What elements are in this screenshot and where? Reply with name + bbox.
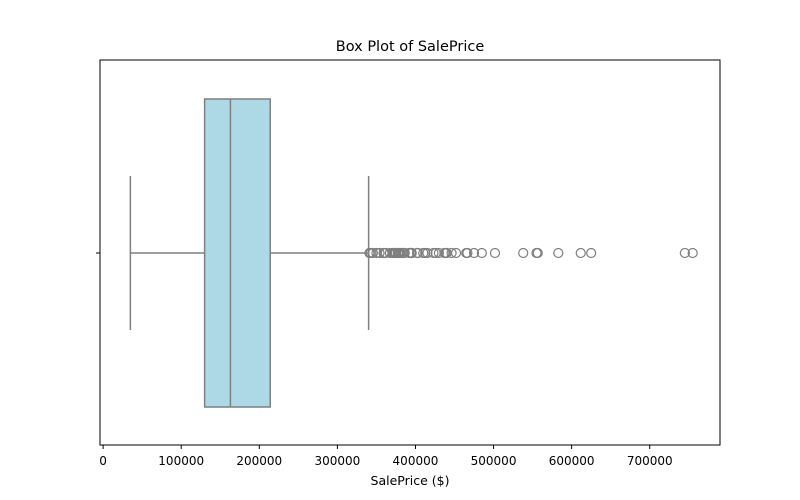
iqr-box [203,98,271,408]
outlier-point [553,247,564,259]
outlier-point [422,247,433,259]
outlier-point [462,247,473,259]
outlier-point [367,247,378,259]
x-axis-label: SalePrice ($) [371,473,450,488]
plot-area [96,59,721,446]
x-tick-label: 0 [99,454,107,468]
outlier-point [586,247,597,259]
x-tick-label: 500000 [471,454,517,468]
x-tick-label: 100000 [158,454,204,468]
outlier-point [489,247,501,259]
x-tick-label: 700000 [627,454,673,468]
outlier-point [532,247,543,259]
x-tick-label: 300000 [314,454,360,468]
outlier-point [406,247,417,259]
outlier-point [687,247,698,259]
outlier-point [476,247,487,259]
x-tick-label: 600000 [549,454,595,468]
outlier-point [518,247,529,259]
x-tick-label: 200000 [236,454,282,468]
outlier-point [575,247,586,259]
outlier-point [468,247,480,259]
outlier-point [433,247,444,259]
outlier-point [446,247,457,259]
outlier-point [450,247,462,259]
outlier-point [374,247,385,259]
chart-title: Box Plot of SalePrice [336,39,485,55]
outlier-point [412,247,423,259]
outlier-point [679,247,690,259]
x-axis-ticks: 0 100000 200000 300000 400000 500000 600000 700… [99,445,673,468]
x-tick-label: 400000 [393,454,439,468]
outlier-point [399,247,410,259]
